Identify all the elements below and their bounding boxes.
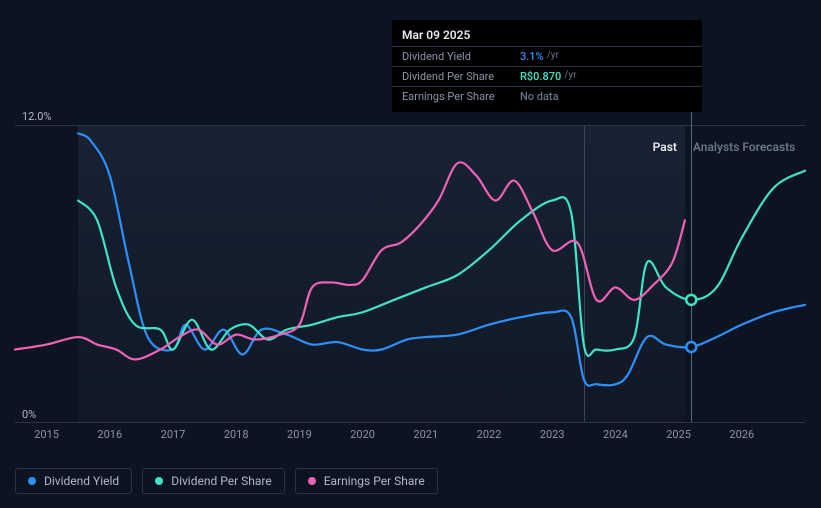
legend-dot-icon <box>155 477 163 485</box>
tooltip-date: Mar 09 2025 <box>392 26 702 46</box>
x-tick: 2016 <box>97 428 122 441</box>
tooltip-row-value: R$0.870 <box>520 70 561 83</box>
chart-lines <box>15 126 805 424</box>
series-line-dividend_per_share <box>78 171 805 356</box>
x-tick: 2020 <box>350 428 375 441</box>
tooltip-row-label: Earnings Per Share <box>402 90 520 103</box>
tooltip-row-label: Dividend Yield <box>402 50 520 63</box>
series-marker-dividend_per_share <box>686 295 696 305</box>
x-tick: 2026 <box>729 428 754 441</box>
x-tick: 2021 <box>413 428 438 441</box>
tooltip-row-label: Dividend Per Share <box>402 70 520 83</box>
hover-tooltip: Mar 09 2025 Dividend Yield3.1%/yrDividen… <box>392 20 702 112</box>
legend-item[interactable]: Earnings Per Share <box>295 468 438 494</box>
x-axis: 2015 2016 2017 2018 2019 2020 2021 2022 2023 2024… <box>15 428 805 448</box>
chart-legend: Dividend Yield Dividend Per Share Earnings… <box>15 468 438 494</box>
series-line-earnings_per_share <box>15 162 685 359</box>
y-axis-max-label: 12.0% <box>22 110 52 123</box>
x-tick: 2018 <box>224 428 249 441</box>
tooltip-row-value: 3.1% <box>520 50 544 63</box>
x-tick: 2025 <box>666 428 691 441</box>
legend-label: Dividend Yield <box>44 474 119 488</box>
x-tick: 2015 <box>34 428 59 441</box>
series-marker-dividend_yield <box>686 342 696 352</box>
y-axis-min-label: 0% <box>22 408 36 421</box>
x-tick: 2023 <box>540 428 565 441</box>
x-tick: 2024 <box>603 428 628 441</box>
tooltip-row-suffix: /yr <box>564 70 576 83</box>
x-tick: 2019 <box>287 428 312 441</box>
tooltip-row-value: No data <box>520 90 559 103</box>
tooltip-row: Dividend Yield3.1%/yr <box>392 46 702 66</box>
tooltip-row: Earnings Per ShareNo data <box>392 86 702 106</box>
tooltip-row-suffix: /yr <box>547 50 559 63</box>
legend-item[interactable]: Dividend Per Share <box>142 468 285 494</box>
plot-area[interactable]: Past Analysts Forecasts <box>15 125 805 423</box>
legend-item[interactable]: Dividend Yield <box>15 468 132 494</box>
legend-label: Dividend Per Share <box>171 474 272 488</box>
x-tick: 2017 <box>161 428 186 441</box>
legend-dot-icon <box>308 477 316 485</box>
tooltip-row: Dividend Per ShareR$0.870/yr <box>392 66 702 86</box>
legend-label: Earnings Per Share <box>324 474 425 488</box>
legend-dot-icon <box>28 477 36 485</box>
x-tick: 2022 <box>477 428 502 441</box>
